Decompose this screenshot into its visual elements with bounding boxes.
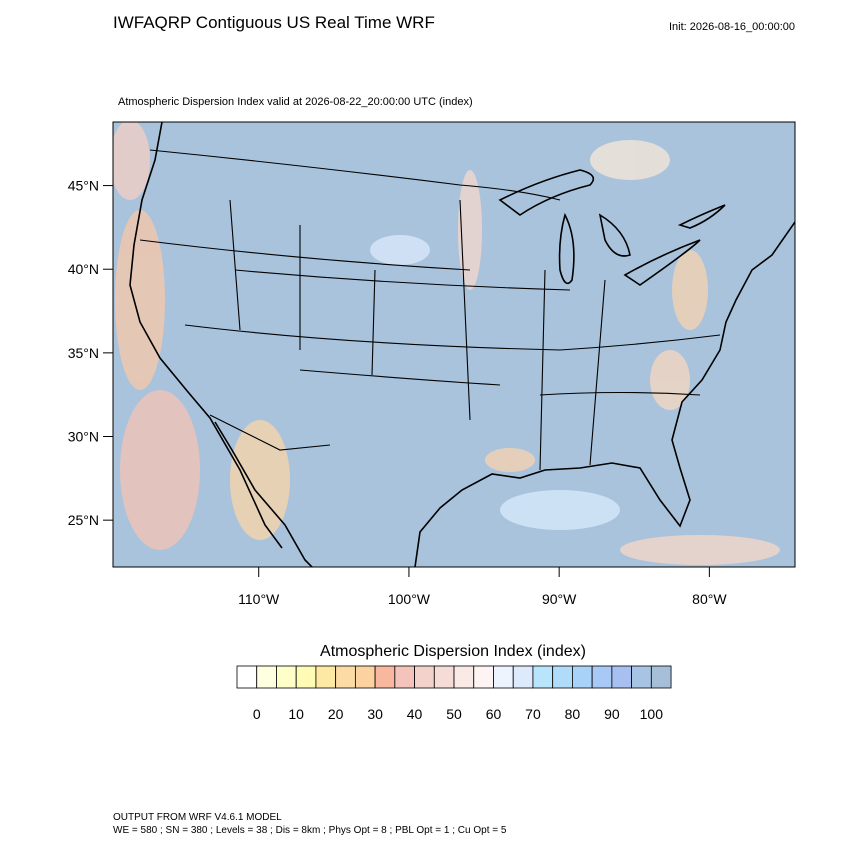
colorbar-box xyxy=(315,665,337,689)
index-field xyxy=(113,122,780,565)
colorbar-box xyxy=(611,665,632,689)
colorbar-label: 60 xyxy=(486,706,502,722)
colorbar-title: Atmospheric Dispersion Index (index) xyxy=(320,643,586,660)
colorbar-box xyxy=(532,665,554,689)
subtitle: Atmospheric Dispersion Index valid at 20… xyxy=(118,96,473,108)
x-tick-label: 80°W xyxy=(692,591,727,607)
colorbar-label: 0 xyxy=(253,706,261,722)
colorbar-box xyxy=(650,665,672,689)
colorbar-label: 40 xyxy=(407,706,423,722)
y-tick-label: 30°N xyxy=(68,429,99,445)
colorbar-box xyxy=(572,665,593,689)
title: IWFAQRP Contiguous US Real Time WRF xyxy=(113,13,435,32)
colorbar-label: 70 xyxy=(525,706,541,722)
y-tick-label: 40°N xyxy=(68,261,99,277)
colorbar-label: 30 xyxy=(367,706,383,722)
state-borders xyxy=(139,149,721,471)
colorbar-box xyxy=(394,665,415,689)
colorbar-box xyxy=(335,665,356,689)
colorbar-box xyxy=(493,665,514,689)
y-tick-label: 25°N xyxy=(68,512,99,528)
colorbar-box xyxy=(414,665,435,689)
x-tick-label: 110°W xyxy=(238,591,280,607)
colorbar-box xyxy=(591,665,613,689)
coastlines xyxy=(129,122,795,567)
colorbar-label: 100 xyxy=(640,706,664,722)
y-tick-label: 45°N xyxy=(68,178,99,194)
map-background xyxy=(113,122,795,567)
colorbar-box xyxy=(473,665,494,689)
y-tick-label: 35°N xyxy=(68,345,99,361)
colorbar-box xyxy=(433,665,455,689)
map-frame xyxy=(112,121,796,568)
init-time: Init: 2026-08-16_00:00:00 xyxy=(669,21,795,33)
colorbar-box xyxy=(453,665,475,689)
colorbar-box xyxy=(256,665,277,689)
map xyxy=(112,121,796,568)
colorbar-box xyxy=(631,665,652,689)
colorbar-box xyxy=(354,665,376,689)
x-tick-label: 90°W xyxy=(542,591,577,607)
colorbar-label: 80 xyxy=(565,706,581,722)
colorbar-label: 20 xyxy=(328,706,344,722)
colorbar-label: 50 xyxy=(446,706,462,722)
colorbar-box xyxy=(295,665,317,689)
colorbar-box xyxy=(236,665,258,689)
colorbar-label: 10 xyxy=(288,706,304,722)
footer-line: WE = 580 ; SN = 380 ; Levels = 38 ; Dis … xyxy=(113,825,507,836)
colorbar-label: 90 xyxy=(604,706,620,722)
colorbar-box xyxy=(276,665,297,689)
colorbar-box xyxy=(552,665,573,689)
colorbar-box xyxy=(512,665,534,689)
footer-line: OUTPUT FROM WRF V4.6.1 MODEL xyxy=(113,812,282,823)
x-tick-label: 100°W xyxy=(388,591,431,607)
colorbar-box xyxy=(374,665,396,689)
